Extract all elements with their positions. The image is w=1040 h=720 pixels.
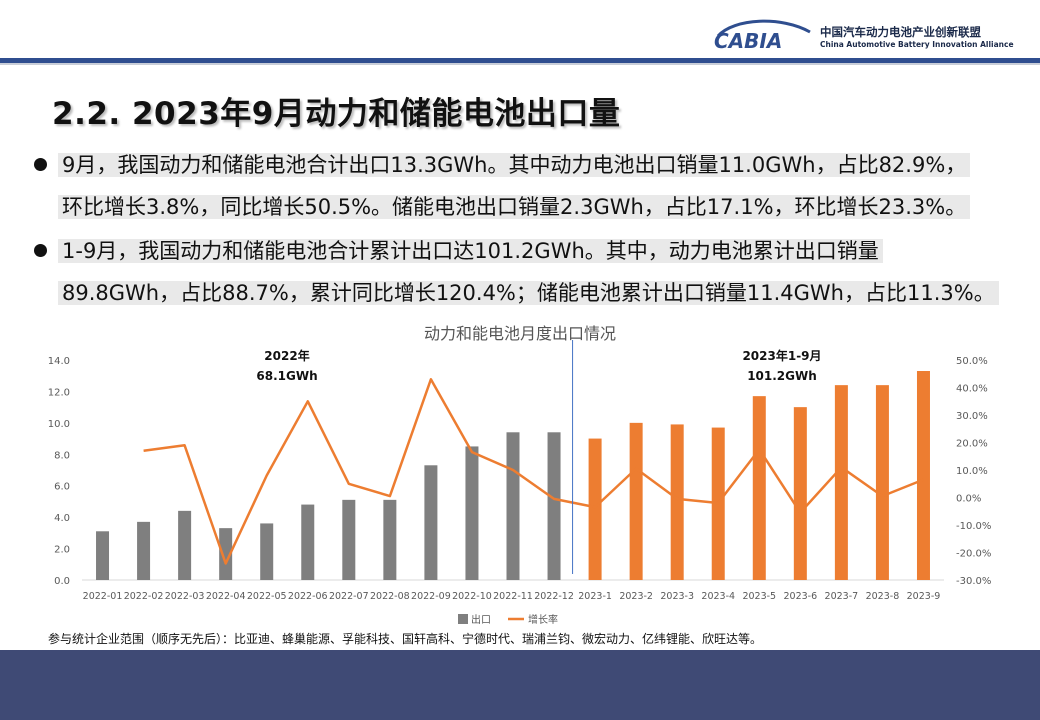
- footer-bar: [0, 650, 1040, 720]
- x-tick-label: 2023-8: [866, 591, 900, 602]
- x-tick-label: 2022-10: [452, 591, 492, 602]
- y2-tick-label: 50.0%: [956, 356, 988, 367]
- header-divider: [0, 58, 1040, 63]
- bar: [793, 407, 807, 580]
- x-tick-label: 2022-08: [370, 591, 410, 602]
- bullet-list: 9月，我国动力和储能电池合计出口13.3GWh。其中动力电池出口销量11.0GW…: [28, 144, 1036, 314]
- export-chart: 0.0 2.0 4.0 6.0 8.0 10.0 12.0 14.0 -30.0% -20.0% -…: [48, 340, 991, 626]
- x-tick-label: 2022-12: [534, 591, 574, 602]
- y-tick-label: 4.0: [54, 513, 70, 524]
- legend-swatch-export: [458, 614, 468, 624]
- bullet-line: 89.8GWh，占比88.7%，累计同比增长120.4%；储能电池累计出口销量1…: [58, 272, 1036, 314]
- x-tick-label: 2023-3: [660, 591, 694, 602]
- cabia-logo-icon: CABIA: [714, 19, 811, 53]
- bullet-item: 9月，我国动力和储能电池合计出口13.3GWh。其中动力电池出口销量11.0GW…: [28, 144, 1036, 228]
- bar: [506, 432, 520, 580]
- bullet-line: 1-9月，我国动力和储能电池合计累计出口达101.2GWh。其中，动力电池累计出…: [58, 230, 1036, 272]
- header-divider-shadow: [0, 63, 1040, 65]
- x-tick-label: 2023-6: [784, 591, 818, 602]
- bar: [424, 465, 438, 580]
- y2-tick-label: 30.0%: [956, 411, 988, 422]
- y-tick-label: 8.0: [54, 450, 70, 461]
- bullet-line: 9月，我国动力和储能电池合计出口13.3GWh。其中动力电池出口销量11.0GW…: [58, 144, 1036, 186]
- chart-title: 动力和能电池月度出口情况: [423, 324, 616, 343]
- legend-label-export: 出口: [471, 613, 491, 626]
- x-tick-label: 2022-01: [83, 591, 123, 602]
- y2-tick-label: -20.0%: [956, 549, 991, 560]
- y2-tick-label: 40.0%: [956, 384, 988, 395]
- bar: [834, 385, 848, 580]
- x-tick-label: 2022-09: [411, 591, 451, 602]
- x-tick-label: 2022-11: [493, 591, 533, 602]
- y-tick-label: 0.0: [54, 576, 70, 587]
- x-tick-label: 2023-5: [742, 591, 776, 602]
- x-tick-label: 2022-05: [247, 591, 287, 602]
- y-tick-label: 14.0: [48, 356, 70, 367]
- bar: [875, 385, 889, 580]
- cabia-logo: CABIA 中国汽车动力电池产业创新联盟 China Automotive Ba…: [712, 14, 1014, 54]
- bar: [219, 528, 233, 580]
- bar: [465, 446, 479, 580]
- y2-tick-label: 0.0%: [956, 494, 981, 505]
- growth-rate-line: [143, 378, 924, 565]
- y2-tick-label: -30.0%: [956, 576, 991, 587]
- x-tick-label: 2022-04: [206, 591, 246, 602]
- y2-tick-label: 20.0%: [956, 439, 988, 450]
- bar: [629, 422, 643, 580]
- footnote: 参与统计企业范围（顺序无先后）：比亚迪、蜂巢能源、孚能科技、国轩高科、宁德时代、…: [48, 632, 763, 646]
- header-bar: [0, 0, 1040, 58]
- x-tick-label: 2022-03: [165, 591, 205, 602]
- bar: [301, 504, 315, 580]
- bar: [178, 510, 192, 580]
- x-tick-label: 2022-06: [288, 591, 328, 602]
- x-tick-label: 2023-9: [907, 591, 941, 602]
- bullet-dot-icon: [34, 158, 47, 171]
- legend-label-growth: 增长率: [528, 613, 558, 626]
- y-tick-label: 10.0: [48, 419, 70, 430]
- bullet-line: 环比增长3.8%，同比增长50.5%。储能电池出口销量2.3GWh，占比17.1…: [58, 186, 1036, 228]
- x-tick-label: 2023-2: [619, 591, 653, 602]
- x-tick-label: 2023-1: [578, 591, 612, 602]
- bar: [547, 432, 561, 580]
- bar: [137, 521, 151, 580]
- bar: [383, 499, 397, 580]
- x-tick-label: 2022-02: [124, 591, 164, 602]
- y-tick-label: 2.0: [54, 545, 70, 556]
- y2-tick-label: 10.0%: [956, 466, 988, 477]
- bullet-dot-icon: [34, 244, 47, 257]
- page-title: 2.2. 2023年9月动力和储能电池出口量: [52, 96, 621, 132]
- chart-annotation: 2022年: [264, 348, 309, 363]
- y-tick-label: 6.0: [54, 482, 70, 493]
- bar: [588, 438, 602, 580]
- y2-tick-label: -10.0%: [956, 521, 991, 532]
- chart-annotation: 68.1GWh: [256, 369, 317, 383]
- logo-english-name: China Automotive Battery Innovation Alli…: [820, 40, 1014, 49]
- bar: [260, 523, 274, 580]
- bar: [916, 371, 930, 580]
- chart-annotation: 101.2GWh: [747, 369, 817, 383]
- bar: [96, 531, 110, 580]
- bar: [342, 499, 356, 580]
- bar: [752, 396, 766, 580]
- logo-chinese-name: 中国汽车动力电池产业创新联盟: [820, 25, 981, 39]
- x-tick-label: 2023-7: [825, 591, 859, 602]
- svg-text:CABIA: CABIA: [714, 29, 782, 53]
- chart-annotation: 2023年1-9月: [742, 348, 821, 363]
- bullet-item: 1-9月，我国动力和储能电池合计累计出口达101.2GWh。其中，动力电池累计出…: [28, 230, 1036, 314]
- x-tick-label: 2022-07: [329, 591, 369, 602]
- y-tick-label: 12.0: [48, 387, 70, 398]
- bar: [670, 424, 684, 580]
- x-tick-label: 2023-4: [701, 591, 735, 602]
